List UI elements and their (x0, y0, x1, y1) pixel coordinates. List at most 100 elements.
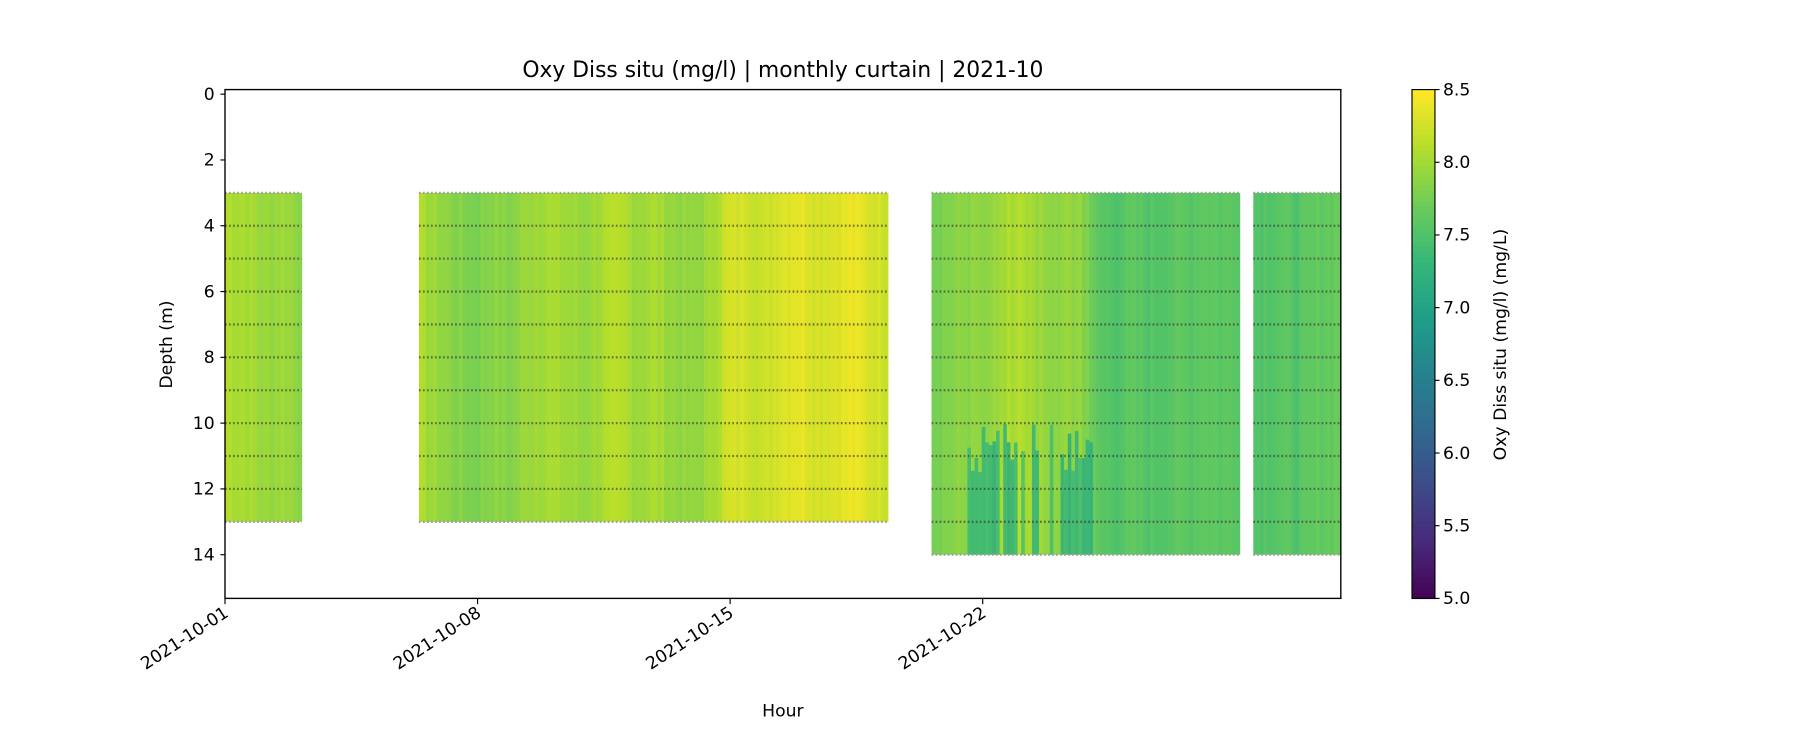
curtain-column (509, 192, 514, 522)
curtain-column (512, 192, 517, 522)
curtain-column (592, 192, 597, 522)
colorbar-frame (1411, 89, 1436, 599)
x-tick-label: 2021-10-15 (643, 603, 738, 674)
curtain-column (1042, 192, 1047, 555)
curtain-column (473, 192, 478, 522)
colorbar-segment (1411, 532, 1435, 539)
curtain-column (1056, 192, 1062, 555)
y-tick-label: 0 (204, 85, 215, 105)
curtain-column (1336, 192, 1341, 555)
curtain-column (649, 192, 654, 522)
curtain-column (1270, 192, 1275, 555)
colorbar-segment (1411, 115, 1435, 121)
curtain-column (1074, 192, 1079, 555)
curtain-column (491, 192, 496, 522)
curtain-column (1193, 192, 1198, 555)
colorbar-segment (1411, 99, 1435, 106)
curtain-column (696, 192, 701, 522)
curtain-column (981, 192, 986, 555)
curtain-column (1150, 192, 1155, 555)
colorbar-segment (1411, 176, 1435, 182)
colorbar-segment (1411, 237, 1435, 243)
curtain-segment (931, 191, 1241, 556)
curtain-deep-column (981, 426, 986, 555)
curtain-deep-column (988, 445, 993, 555)
curtain-column (1277, 192, 1282, 555)
colorbar-segment (1411, 359, 1435, 366)
curtain-column (1305, 192, 1310, 555)
curtain-column (1256, 192, 1261, 555)
colorbar-segment (1411, 496, 1435, 503)
curtain-column (1211, 192, 1216, 555)
curtain-column (1171, 192, 1176, 555)
colorbar-segment (1411, 542, 1435, 549)
colorbar-segment (1411, 323, 1435, 330)
curtain-column (873, 192, 878, 522)
curtain-column (830, 192, 835, 522)
curtain-deep-column (978, 471, 983, 555)
curtain-column (294, 192, 299, 522)
curtain-column (266, 192, 271, 522)
curtain-column (931, 192, 936, 555)
colorbar-segment (1411, 491, 1435, 498)
y-axis-label: Depth (m) (157, 300, 177, 388)
colorbar-segment (1411, 262, 1435, 269)
curtain-column (974, 192, 979, 555)
curtain-column (595, 192, 600, 522)
colorbar-segment (1411, 445, 1435, 452)
colorbar-segment (1411, 522, 1435, 528)
curtain-deep-column (996, 430, 1001, 555)
curtain-deep-column (974, 457, 979, 555)
colorbar-segment (1411, 399, 1435, 406)
colorbar-segment (1411, 211, 1435, 218)
curtain-deep-column (1078, 458, 1083, 555)
colorbar-segment (1411, 461, 1435, 467)
curtain-column (552, 192, 557, 522)
curtain-deep-column (1006, 442, 1011, 555)
curtain-segment (225, 191, 303, 523)
curtain-column (545, 192, 550, 522)
curtain-column (657, 192, 662, 522)
colorbar-segment (1411, 501, 1435, 508)
colorbar-segment (1411, 272, 1435, 279)
curtain-column (653, 192, 658, 522)
colorbar-segment (1411, 109, 1435, 116)
curtain-column (953, 192, 958, 555)
curtain-column (1089, 192, 1094, 555)
curtain-column (584, 192, 589, 522)
colorbar-segment (1411, 277, 1435, 284)
curtain-column (862, 192, 867, 522)
curtain-column (1031, 192, 1036, 555)
curtain-column (1125, 192, 1130, 555)
curtain-column (1316, 192, 1321, 555)
curtain-column (1333, 192, 1338, 555)
curtain-column (1312, 192, 1317, 555)
curtain-column (628, 192, 633, 522)
curtain-deep-column (1021, 451, 1026, 555)
curtain-deep-column (1085, 439, 1090, 555)
curtain-column (1207, 192, 1212, 555)
curtain-column (804, 192, 810, 522)
curtain-column (722, 192, 727, 522)
curtain-column (1214, 192, 1219, 555)
colorbar-tick-label: 7.5 (1443, 226, 1470, 246)
curtain-column (1153, 192, 1158, 555)
curtain-column (418, 192, 423, 522)
colorbar-segment (1411, 405, 1435, 411)
x-tick-label: 2021-10-01 (138, 603, 233, 674)
curtain-column (631, 192, 636, 522)
curtain-column (1323, 192, 1327, 555)
curtain-column (1267, 192, 1272, 555)
curtain-column (1146, 192, 1151, 555)
curtain-column (967, 192, 972, 555)
colorbar-segment (1411, 537, 1435, 544)
curtain-column (252, 192, 257, 522)
curtain-column (1295, 192, 1300, 555)
curtain-column (1260, 192, 1265, 555)
curtain-deep-column (1074, 430, 1079, 555)
curtain-column (1096, 192, 1101, 555)
colorbar-segment (1411, 440, 1435, 447)
curtain-deep-column (985, 442, 990, 555)
curtain-column (476, 192, 481, 522)
curtain-column (1078, 192, 1083, 555)
